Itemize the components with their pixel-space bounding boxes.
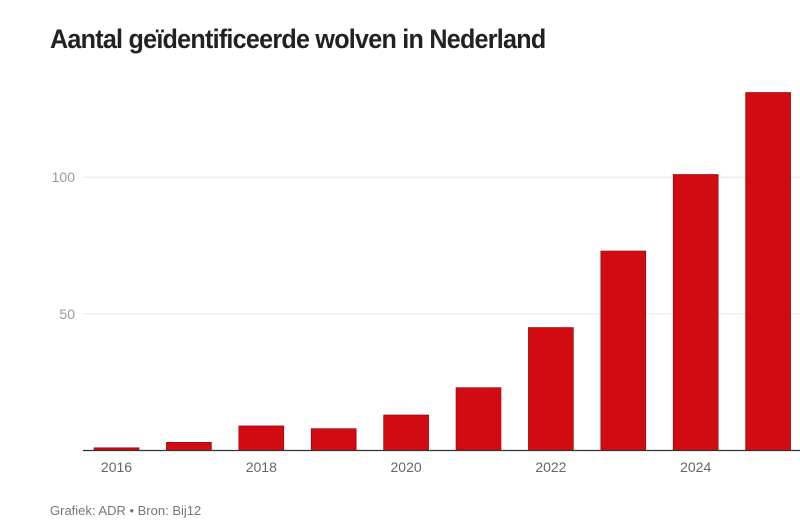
bar-2025 <box>745 92 791 451</box>
y-tick-label: 50 <box>59 306 75 322</box>
bar-2024 <box>672 174 719 451</box>
bar-2018 <box>238 425 285 451</box>
bar-2023 <box>600 250 647 451</box>
x-tick-label: 2016 <box>101 459 132 475</box>
x-tick-label: 2020 <box>391 459 422 475</box>
y-tick-label: 100 <box>52 169 76 185</box>
x-tick-label: 2022 <box>535 459 566 475</box>
x-tick-label: 2018 <box>246 459 277 475</box>
bar-2019 <box>310 428 357 451</box>
x-tick-label: 2024 <box>680 459 711 475</box>
bar-2017 <box>166 442 212 451</box>
bar-2020 <box>383 414 429 451</box>
chart-title: Aantal geïdentificeerde wolven in Nederl… <box>50 24 546 54</box>
bar-2021 <box>455 387 502 451</box>
bar-2022 <box>528 327 574 451</box>
chart-source-footer: Grafiek: ADR • Bron: Bij12 <box>50 503 202 518</box>
